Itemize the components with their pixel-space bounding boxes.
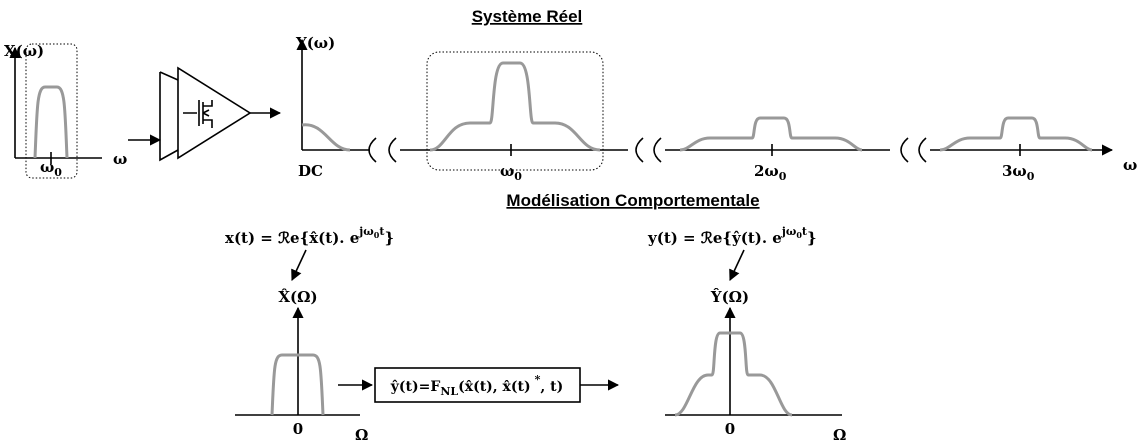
shape [429,61,601,152]
shape [939,116,1093,152]
shape [679,116,863,152]
text-part: x(t) = ℛe{x̂(t). e [225,229,359,247]
text-part: 0 [514,170,522,183]
text-part: t [802,225,808,238]
input-spectrum: X(ω) ω0 ω [4,42,127,179]
output-axis: ω [1123,156,1137,174]
shape [270,353,325,416]
shape [159,72,179,162]
shape [159,71,179,81]
text-part: NL [440,385,458,398]
text-part: ŷ(t)=F [390,378,441,395]
baseband-output: Ŷ(Ω) 0 Ω [665,288,846,443]
real-title: Système Réel [472,7,583,26]
text-part: t [379,225,385,238]
output-spectrum: Y(ω) DC ω0 2ω0 3ω0 ω [295,34,1137,183]
text-part: 3ω [1002,162,1027,180]
shape [25,43,78,179]
shape [368,137,927,163]
shape [177,66,252,160]
shape [426,51,604,171]
harmonic-label: ω0 [500,162,522,183]
text-part: jω [781,225,797,238]
text-part: 0 [779,170,787,183]
shape [674,331,793,417]
input-label: X̂(Ω) [278,288,317,306]
harmonic-label: 3ω0 [1002,162,1035,183]
harmonic-label: 2ω0 [754,162,787,183]
text-part: * [535,373,541,386]
output-axis: Ω [833,426,846,443]
text-part: jω [358,225,374,238]
shape [202,109,210,117]
amplifier [128,66,282,162]
shape [510,144,1021,156]
baseband-input: X̂(Ω) 0 Ω [235,288,368,443]
arrow [729,249,745,282]
input-axis: ω [113,150,127,168]
model-title: Modélisation Comportementale [506,191,759,210]
arrow [291,249,307,282]
text-part: 0 [54,166,62,179]
origin: 0 [725,420,735,438]
shape [301,123,351,152]
shape [33,85,69,159]
shape [183,100,213,128]
input-equation: x(t) = ℛe{x̂(t). ejω0t} [225,225,394,247]
text-part: 0 [374,230,380,240]
text-part: } [807,229,817,247]
dc-label: DC [298,162,323,180]
origin: 0 [293,420,303,438]
text-part: 2ω [754,162,779,180]
text-part: ω [40,158,54,176]
output-label: Ŷ(Ω) [710,288,749,306]
model-equation: ŷ(t)=FNL(x̂(t), x̂(t) *, t) [390,373,563,398]
text-part: 0 [1027,170,1035,183]
text-part: } [384,229,394,247]
output-label: Y(ω) [295,34,335,52]
text-part: ω [500,162,514,180]
text-part: 0 [796,230,802,240]
input-label: X(ω) [4,42,44,60]
input-axis: Ω [355,426,368,443]
text-part: (x̂(t), x̂(t) [458,379,531,395]
text-part: , t) [540,379,563,395]
text-part: y(t) = ℛe{ŷ(t). e [647,229,782,247]
output-equation: y(t) = ℛe{ŷ(t). ejω0t} [647,225,817,247]
input-tick: ω0 [40,158,62,179]
